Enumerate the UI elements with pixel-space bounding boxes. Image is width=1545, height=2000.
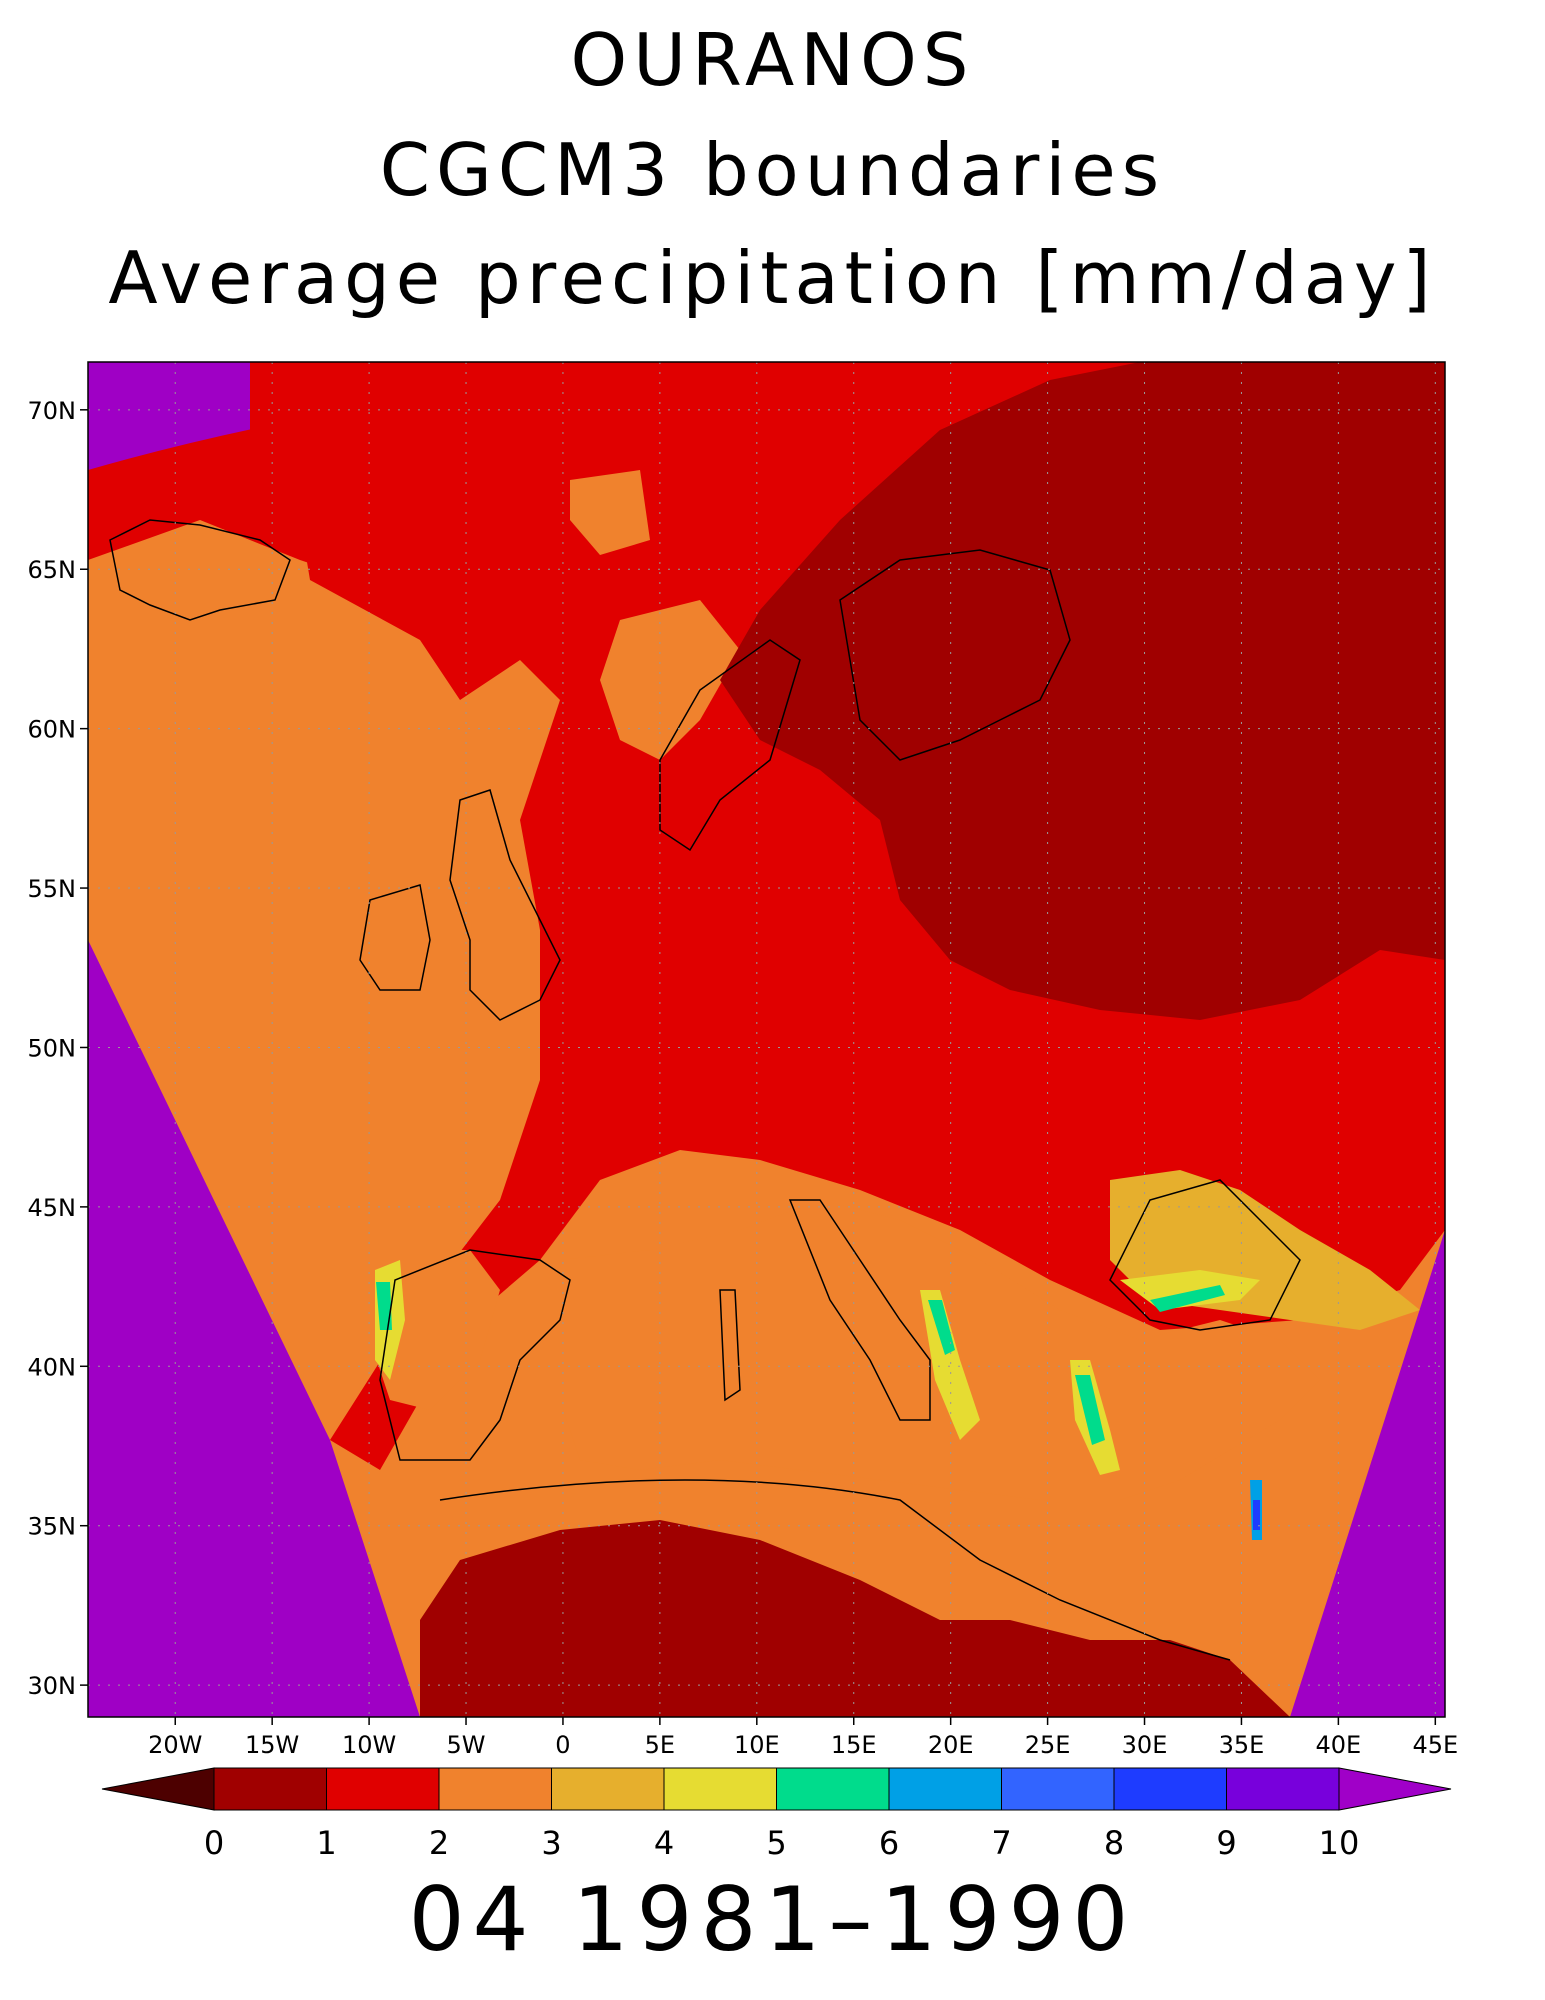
lon-tick-label: 15W	[245, 1731, 299, 1759]
lon-tick-label: 40E	[1316, 1731, 1362, 1759]
colorbar-label: 0	[204, 1824, 224, 1862]
colorbar-label: 1	[316, 1824, 336, 1862]
field-4-5-coast-2	[920, 1290, 980, 1440]
lat-tick-label: 40N	[28, 1353, 77, 1381]
field-2-3-arctic-patch	[570, 470, 650, 555]
colorbar-bin	[776, 1767, 890, 1811]
map-frame	[87, 361, 1446, 1718]
field-5-6-strip-1	[376, 1282, 392, 1330]
field-0-1-sahara	[420, 1520, 1290, 1717]
colorbar-label: 2	[429, 1824, 449, 1862]
colorbar-label: 6	[879, 1824, 899, 1862]
colorbar-bin	[438, 1767, 552, 1811]
lat-tick-label: 30N	[28, 1672, 77, 1700]
map-plot-area	[88, 362, 1445, 1717]
lon-tick-label: 5W	[447, 1731, 486, 1759]
colorbar-label: 9	[1216, 1824, 1236, 1862]
colorbar-label: 5	[766, 1824, 786, 1862]
colorbar-bin	[888, 1767, 1002, 1811]
colorbar-label: 7	[991, 1824, 1011, 1862]
period-label: 04 1981–1990	[408, 1868, 1137, 1971]
field-5-6-strip-4	[1150, 1285, 1225, 1312]
colorbar: 0 1 2 3 4 5 6 7 8 9 10	[101, 1767, 1452, 1862]
title-line-2: CGCM3 boundaries	[379, 128, 1166, 212]
title-line-1: OURANOS	[570, 18, 975, 102]
colorbar-bin	[551, 1767, 665, 1811]
colorbar-label: 8	[1104, 1824, 1124, 1862]
colorbar-below-arrow	[101, 1767, 215, 1811]
colorbar-bin	[213, 1767, 327, 1811]
lat-tick-label: 45N	[28, 1194, 77, 1222]
lat-tick-label: 60N	[28, 716, 77, 744]
lon-tick-label: 10E	[734, 1731, 780, 1759]
lon-tick-label: 15E	[831, 1731, 877, 1759]
field-0-1-scandinavia-russia	[720, 362, 1445, 1020]
lon-tick-label: 5E	[645, 1731, 675, 1759]
latitude-axis: 30N 35N 40N 45N 50N 55N 60N 65N 70N	[28, 397, 88, 1700]
lat-tick-label: 55N	[28, 875, 77, 903]
field-5-6-strip-2	[928, 1300, 955, 1355]
lat-tick-label: 70N	[28, 397, 77, 425]
lon-tick-label: 10W	[342, 1731, 396, 1759]
coastlines	[109, 519, 1301, 1661]
title-line-3: Average precipitation [mm/day]	[108, 236, 1437, 320]
lon-tick-label: 30E	[1122, 1731, 1168, 1759]
colorbar-bin	[326, 1767, 440, 1811]
lon-tick-label: 20W	[148, 1731, 202, 1759]
colorbar-label: 4	[654, 1824, 674, 1862]
field-5-6-strip-3	[1075, 1375, 1105, 1445]
colorbar-label: 10	[1319, 1824, 1360, 1862]
lat-tick-label: 65N	[28, 556, 77, 584]
colorbar-above-arrow	[1338, 1767, 1452, 1811]
lon-tick-label: 20E	[928, 1731, 974, 1759]
field-1-2-north-atlantic	[88, 362, 800, 620]
lat-tick-label: 50N	[28, 1034, 77, 1062]
lon-tick-label: 0	[555, 1731, 570, 1759]
colorbar-bin	[1113, 1767, 1227, 1811]
field-2-3-norwegian-sea	[600, 600, 740, 760]
field-8-9-strip	[1253, 1500, 1260, 1530]
lon-tick-label: 45E	[1412, 1731, 1458, 1759]
lat-tick-label: 35N	[28, 1513, 77, 1541]
longitude-axis: 20W 15W 10W 5W 0 5E 10E 15E 20E 25E 30E 35E 40E 45E	[148, 1717, 1458, 1759]
colorbar-bin	[1226, 1767, 1340, 1811]
colorbar-label: 3	[541, 1824, 561, 1862]
lon-tick-label: 35E	[1219, 1731, 1265, 1759]
colorbar-bin	[1001, 1767, 1115, 1811]
map-grid	[88, 362, 1445, 1717]
lon-tick-label: 25E	[1025, 1731, 1071, 1759]
colorbar-bin	[663, 1767, 777, 1811]
